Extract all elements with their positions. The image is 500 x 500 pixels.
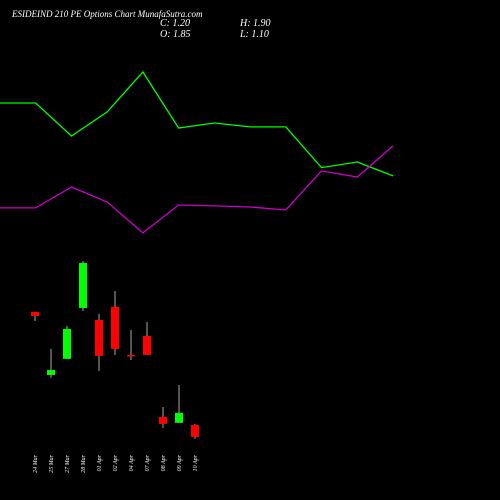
x-tick-label: 09 Apr: [177, 454, 183, 471]
indicator-line: [0, 70, 394, 177]
candle-body: [95, 320, 103, 356]
high-label: H: 1.90: [239, 18, 271, 29]
x-tick-label: 28 Mar: [81, 454, 87, 472]
candle-body: [79, 263, 87, 308]
candle-body: [31, 311, 39, 316]
candle-body: [47, 369, 55, 375]
x-tick-label: 10 Apr: [193, 454, 199, 471]
x-tick-label: 07 Apr: [145, 454, 151, 471]
candle-body: [143, 335, 151, 355]
x-tick-label: 02 Apr: [113, 454, 119, 471]
candle-body: [159, 416, 167, 424]
x-tick-label: 01 Apr: [97, 454, 103, 471]
candle-body: [127, 354, 135, 357]
close-label: C: 1.20: [160, 18, 190, 29]
candle-body: [111, 306, 119, 349]
x-tick-label: 24 Mar: [32, 454, 39, 472]
x-tick-label: 27 Mar: [65, 454, 71, 472]
candle-body: [191, 424, 199, 437]
indicator-line: [0, 145, 394, 234]
candle-body: [175, 412, 183, 423]
low-label: L: 1.10: [239, 29, 269, 40]
x-tick-label: 04 Apr: [128, 454, 135, 471]
candle-body: [63, 328, 71, 359]
chart-title: ESIDEIND 210 PE Options Chart MunafaSutr…: [11, 9, 203, 19]
x-tick-label: 25 Mar: [49, 454, 55, 472]
open-label: O: 1.85: [160, 29, 191, 40]
x-tick-label: 08 Apr: [161, 454, 167, 471]
